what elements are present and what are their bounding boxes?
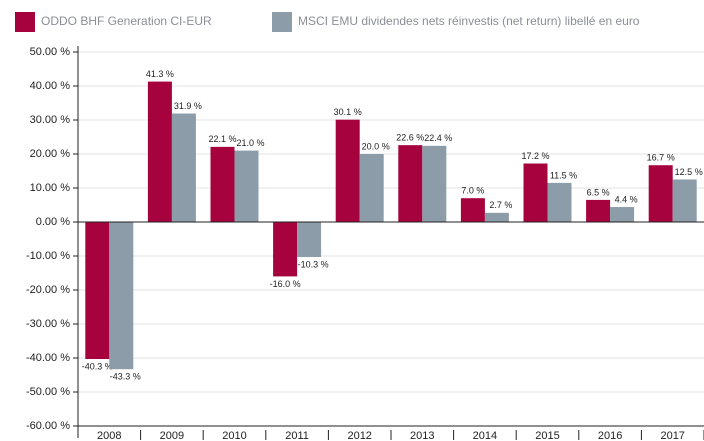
value-label: 12.5 % xyxy=(675,167,703,177)
y-tick-label: 20.00 % xyxy=(30,148,71,160)
value-label: 11.5 % xyxy=(550,170,577,180)
x-tick-label: 2014 xyxy=(473,430,497,441)
bar xyxy=(297,222,322,258)
value-label: 31.9 % xyxy=(174,101,202,111)
bar xyxy=(672,179,697,222)
legend-label: ODDO BHF Generation CI-EUR xyxy=(41,14,212,28)
y-tick-label: 0.00 % xyxy=(36,216,70,228)
value-label: -16.0 % xyxy=(270,279,301,289)
bar xyxy=(586,199,611,222)
y-tick-label: 10.00 % xyxy=(30,182,71,194)
y-tick-label: 40.00 % xyxy=(30,80,71,92)
x-tick-label: 2009 xyxy=(160,430,184,441)
bar xyxy=(610,207,635,222)
x-tick-label: 2010 xyxy=(222,430,246,441)
value-label: 17.2 % xyxy=(521,151,549,161)
value-label: 4.4 % xyxy=(615,194,638,204)
bar xyxy=(422,145,447,222)
y-tick-label: 30.00 % xyxy=(30,114,71,126)
y-tick-label: -40.00 % xyxy=(26,352,70,364)
x-tick-label: 2016 xyxy=(598,430,622,441)
x-tick-label: 2015 xyxy=(535,430,559,441)
y-tick-label: -20.00 % xyxy=(26,284,70,296)
value-label: 21.0 % xyxy=(236,138,264,148)
bar xyxy=(234,150,259,222)
value-label: -10.3 % xyxy=(298,259,329,269)
value-label: 30.1 % xyxy=(334,107,362,117)
value-label: -40.3 % xyxy=(82,361,113,371)
value-label: 22.1 % xyxy=(208,134,236,144)
value-label: -43.3 % xyxy=(110,372,141,382)
bar xyxy=(210,146,235,222)
y-tick-label: -50.00 % xyxy=(26,386,70,398)
value-label: 16.7 % xyxy=(647,153,675,163)
legend-swatch xyxy=(272,12,292,32)
y-tick-label: -30.00 % xyxy=(26,318,70,330)
bar xyxy=(460,198,485,222)
bar xyxy=(484,212,509,222)
y-tick-label: 50.00 % xyxy=(30,46,71,58)
y-tick-label: -60.00 % xyxy=(26,420,70,432)
x-tick-label: 2012 xyxy=(347,430,371,441)
bar xyxy=(273,222,298,277)
value-label: 6.5 % xyxy=(587,187,610,197)
bar xyxy=(171,113,196,222)
legend-swatch xyxy=(15,12,35,32)
legend-label: MSCI EMU dividendes nets réinvestis (net… xyxy=(298,14,640,28)
value-label: 41.3 % xyxy=(146,69,174,79)
bar xyxy=(335,119,360,222)
bar xyxy=(398,145,423,222)
x-tick-label: 2008 xyxy=(97,430,121,441)
value-label: 22.4 % xyxy=(424,133,452,143)
bar xyxy=(523,163,548,222)
x-tick-label: 2013 xyxy=(410,430,434,441)
bar xyxy=(359,154,384,222)
value-label: 2.7 % xyxy=(489,200,512,210)
value-label: 22.6 % xyxy=(396,133,424,143)
bar xyxy=(648,165,673,222)
x-tick-label: 2011 xyxy=(285,430,309,441)
bar xyxy=(547,182,572,222)
bar xyxy=(147,81,172,222)
bar xyxy=(85,222,110,360)
y-tick-label: -10.00 % xyxy=(26,250,70,262)
bar xyxy=(109,222,134,370)
value-label: 20.0 % xyxy=(362,141,390,151)
value-label: 7.0 % xyxy=(461,186,484,196)
x-tick-label: 2017 xyxy=(660,430,684,441)
